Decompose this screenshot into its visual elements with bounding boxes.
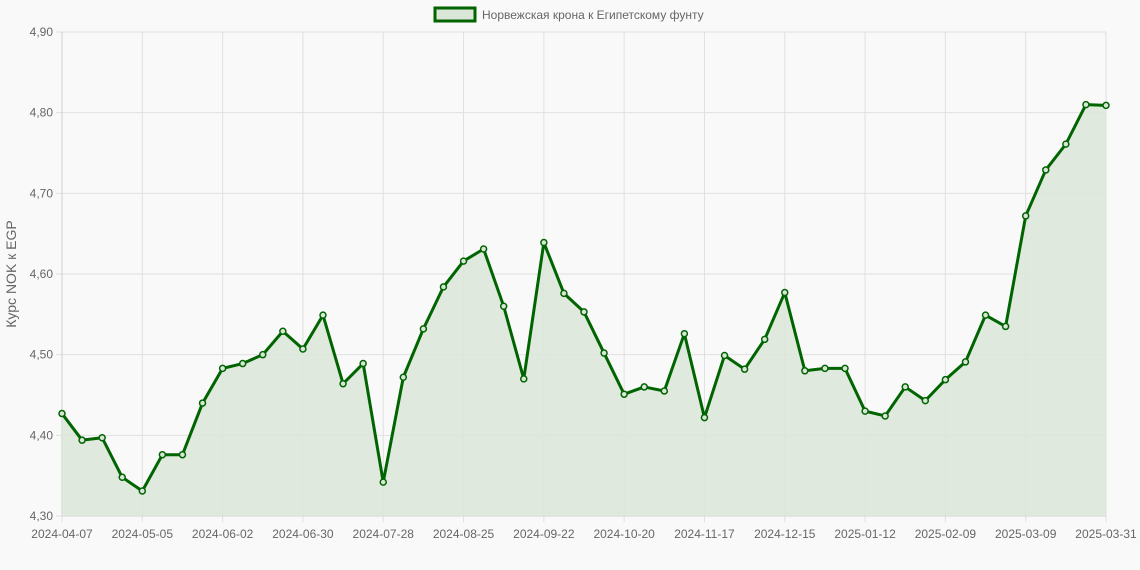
x-tick-label: 2025-03-31 <box>1075 527 1137 541</box>
data-point[interactable] <box>660 387 669 395</box>
y-axis-ticks: 4,30 4,40 4,50 4,60 4,70 4,80 4,90 <box>30 25 54 523</box>
data-point[interactable] <box>439 283 448 291</box>
y-axis-title: Курс NOK к EGP <box>3 220 19 327</box>
x-tick-label: 2025-02-09 <box>915 527 977 541</box>
data-point[interactable] <box>399 373 408 382</box>
x-tick-label: 2024-09-22 <box>513 527 575 541</box>
data-point[interactable] <box>178 450 187 459</box>
data-point[interactable] <box>218 364 227 373</box>
x-tick-label: 2024-07-28 <box>353 527 415 541</box>
data-point[interactable] <box>1082 100 1090 109</box>
y-tick-label: 4,30 <box>30 509 54 523</box>
data-point[interactable] <box>1102 101 1110 110</box>
data-point[interactable] <box>379 478 387 486</box>
data-point[interactable] <box>560 289 568 298</box>
x-tick-label: 2025-03-09 <box>995 527 1057 541</box>
x-tick-label: 2024-05-05 <box>112 527 174 541</box>
area-fill <box>62 104 1106 516</box>
data-point[interactable] <box>901 383 909 391</box>
x-tick-label: 2024-08-25 <box>433 527 495 541</box>
series-area <box>62 104 1106 516</box>
y-tick-label: 4,90 <box>30 25 54 39</box>
x-tick-label: 2024-10-20 <box>593 527 655 541</box>
x-tick-label: 2024-06-02 <box>192 527 254 541</box>
y-tick-label: 4,60 <box>30 267 54 281</box>
data-point[interactable] <box>620 390 628 398</box>
data-point[interactable] <box>941 375 950 384</box>
data-point[interactable] <box>700 413 709 422</box>
data-points <box>58 100 1110 495</box>
data-point[interactable] <box>540 238 548 247</box>
data-point[interactable] <box>640 383 648 391</box>
data-point[interactable] <box>1001 322 1010 331</box>
data-point[interactable] <box>339 379 347 388</box>
x-tick-label: 2025-01-12 <box>834 527 896 541</box>
data-point[interactable] <box>600 349 608 357</box>
data-point[interactable] <box>720 351 729 360</box>
data-point[interactable] <box>961 358 970 366</box>
data-point[interactable] <box>118 473 126 482</box>
data-point[interactable] <box>801 367 809 375</box>
data-point[interactable] <box>419 325 428 333</box>
data-point[interactable] <box>580 308 588 316</box>
data-point[interactable] <box>981 311 990 319</box>
data-point[interactable] <box>238 359 247 368</box>
data-point[interactable] <box>138 487 147 495</box>
data-point[interactable] <box>299 345 307 353</box>
legend-swatch <box>433 6 477 23</box>
data-point[interactable] <box>861 407 869 415</box>
y-tick-label: 4,40 <box>30 428 54 442</box>
data-point[interactable] <box>98 434 106 442</box>
data-point[interactable] <box>1062 140 1070 148</box>
data-point[interactable] <box>1021 212 1030 220</box>
data-point[interactable] <box>841 364 849 373</box>
data-point[interactable] <box>359 359 367 368</box>
data-point[interactable] <box>680 329 689 338</box>
data-point[interactable] <box>198 399 207 407</box>
y-tick-label: 4,70 <box>30 186 54 200</box>
x-tick-label: 2024-11-17 <box>674 527 735 541</box>
data-point[interactable] <box>921 396 930 405</box>
data-point[interactable] <box>740 365 749 373</box>
data-point[interactable] <box>58 409 66 418</box>
x-axis-ticks: 2024-04-07 2024-05-05 2024-06-02 2024-06-30… <box>31 527 1137 541</box>
data-point[interactable] <box>259 350 267 359</box>
legend[interactable]: Норвежская крона к Египетскому фунту <box>433 6 704 23</box>
data-point[interactable] <box>1042 166 1050 174</box>
x-tick-label: 2024-06-30 <box>272 527 334 541</box>
data-point[interactable] <box>279 327 287 336</box>
data-point[interactable] <box>479 245 488 253</box>
data-point[interactable] <box>781 288 789 297</box>
data-point[interactable] <box>881 412 889 420</box>
x-tick-label: 2024-04-07 <box>31 527 93 541</box>
y-tick-label: 4,50 <box>30 348 54 362</box>
data-point[interactable] <box>319 311 327 319</box>
data-point[interactable] <box>760 335 769 344</box>
legend-label: Норвежская крона к Египетскому фунту <box>482 8 704 22</box>
data-point[interactable] <box>158 450 167 459</box>
x-tick-label: 2024-12-15 <box>754 527 816 541</box>
data-point[interactable] <box>78 436 86 444</box>
data-point[interactable] <box>821 364 829 373</box>
data-point[interactable] <box>499 302 508 311</box>
data-point[interactable] <box>459 257 468 265</box>
data-point[interactable] <box>520 375 528 383</box>
y-tick-label: 4,80 <box>30 106 54 120</box>
